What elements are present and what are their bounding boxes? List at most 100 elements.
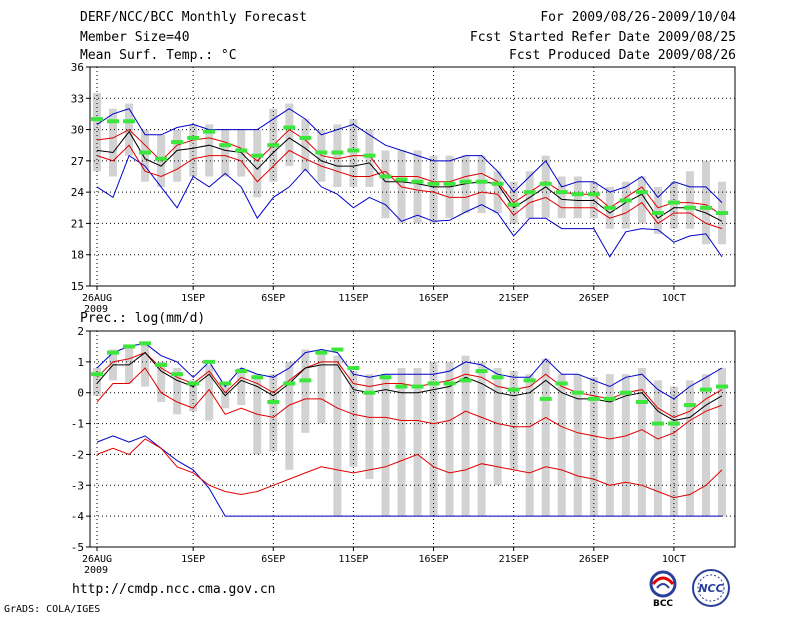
- observed-mark-2: [123, 119, 136, 124]
- observed-mark-25: [491, 375, 504, 380]
- spread-box-29: [557, 374, 566, 517]
- observed-mark-30: [571, 390, 584, 395]
- observed-mark-1: [107, 350, 120, 355]
- plot-frame: [89, 66, 736, 287]
- observed-mark-3: [139, 150, 152, 155]
- observed-mark-13: [299, 135, 312, 140]
- series-median: [96, 130, 723, 222]
- xtick-label-7: 1OCT: [662, 293, 686, 304]
- xtick-label-1: 1SEP: [181, 293, 205, 304]
- observed-mark-27: [523, 190, 536, 195]
- observed-mark-33: [619, 198, 632, 203]
- series-upper-bound: [96, 342, 723, 400]
- xtick-label-0: 26AUG: [82, 293, 112, 304]
- observed-mark-29: [555, 381, 568, 386]
- spread-box-5: [173, 129, 182, 182]
- spread-box-12: [285, 361, 294, 470]
- spread-box-5: [173, 368, 182, 415]
- xtick-sublabel-0: 2009: [84, 565, 108, 576]
- observed-mark-11: [267, 143, 280, 148]
- observed-mark-11: [267, 399, 280, 404]
- observed-mark-4: [155, 156, 168, 161]
- spread-box-22: [445, 361, 454, 517]
- spread-box-23: [461, 355, 470, 517]
- observed-mark-18: [379, 375, 392, 380]
- spread-box-18: [381, 374, 390, 517]
- observed-mark-12: [283, 125, 296, 130]
- xtick-label-2: 6SEP: [261, 293, 285, 304]
- spread-box-35: [653, 380, 662, 517]
- ytick-label-1: -4: [71, 510, 85, 523]
- spread-box-29: [557, 176, 566, 219]
- observed-mark-12: [283, 381, 296, 386]
- observed-mark-32: [603, 396, 616, 401]
- spread-box-17: [365, 374, 374, 480]
- ncc-logo: NCC: [692, 569, 730, 607]
- ytick-label-7: 2: [77, 325, 84, 338]
- observed-mark-31: [587, 396, 600, 401]
- spread-box-32: [605, 374, 614, 517]
- series-median: [96, 351, 723, 422]
- observed-mark-9: [235, 369, 248, 374]
- forecast-start-label: Fcst Started Refer Date 2009/08/25: [469, 30, 736, 45]
- observed-mark-5: [171, 372, 184, 377]
- xtick-label-0: 26AUG: [82, 554, 112, 565]
- spread-box-0: [93, 93, 101, 172]
- ytick-label-6: 1: [77, 356, 84, 369]
- observed-mark-26: [507, 202, 520, 207]
- observed-mark-6: [187, 135, 200, 140]
- observed-mark-16: [347, 148, 360, 153]
- xtick-label-4: 16SEP: [418, 293, 448, 304]
- forecast-period-label: For 2009/08/26-2009/10/04: [540, 10, 736, 25]
- spread-box-25: [493, 368, 502, 486]
- observed-mark-30: [571, 192, 584, 197]
- observed-mark-13: [299, 378, 312, 383]
- observed-mark-28: [539, 396, 552, 401]
- xtick-label-5: 21SEP: [499, 293, 529, 304]
- observed-mark-14: [315, 150, 328, 155]
- observed-mark-21: [427, 381, 440, 386]
- observed-mark-1: [107, 119, 120, 124]
- observed-mark-28: [539, 181, 552, 186]
- spread-box-33: [621, 181, 630, 229]
- ytick-label-4: -1: [71, 418, 84, 431]
- spread-box-25: [493, 171, 502, 213]
- svg-text:NCC: NCC: [698, 582, 723, 595]
- spread-box-30: [573, 176, 582, 219]
- observed-mark-19: [395, 384, 408, 389]
- observed-mark-3: [139, 341, 152, 346]
- observed-mark-5: [171, 140, 184, 145]
- spread-box-14: [317, 352, 326, 424]
- observed-mark-22: [443, 181, 456, 186]
- observed-mark-14: [315, 350, 328, 355]
- observed-mark-20: [411, 384, 424, 389]
- spread-box-3: [141, 343, 150, 387]
- variable-label: Mean Surf. Temp.: °C: [80, 48, 237, 63]
- observed-mark-16: [347, 366, 360, 371]
- spread-box-37: [685, 380, 694, 517]
- series-lower-bound: [96, 108, 723, 203]
- spread-box-4: [157, 361, 166, 402]
- observed-mark-7: [203, 129, 216, 134]
- svg-text:BCC: BCC: [653, 599, 673, 608]
- observed-mark-2: [123, 344, 136, 349]
- spread-box-34: [637, 176, 646, 224]
- xtick-label-6: 26SEP: [579, 554, 609, 565]
- observed-mark-35: [651, 421, 664, 426]
- spread-box-20: [413, 368, 422, 517]
- xtick-label-1: 1SEP: [181, 554, 205, 565]
- observed-mark-18: [379, 174, 392, 179]
- spread-box-38: [701, 160, 710, 245]
- spread-box-18: [381, 150, 390, 219]
- spread-box-9: [237, 368, 246, 406]
- xtick-label-5: 21SEP: [499, 554, 529, 565]
- observed-mark-36: [667, 200, 680, 205]
- forecast-produced-label: Fcst Produced Date 2009/08/26: [509, 48, 736, 63]
- spread-box-35: [653, 186, 662, 234]
- observed-mark-35: [651, 211, 664, 215]
- bcc-logo: BCC: [649, 570, 677, 608]
- spread-box-24: [477, 155, 486, 213]
- footer-url[interactable]: http://cmdp.ncc.cma.gov.cn: [72, 582, 276, 597]
